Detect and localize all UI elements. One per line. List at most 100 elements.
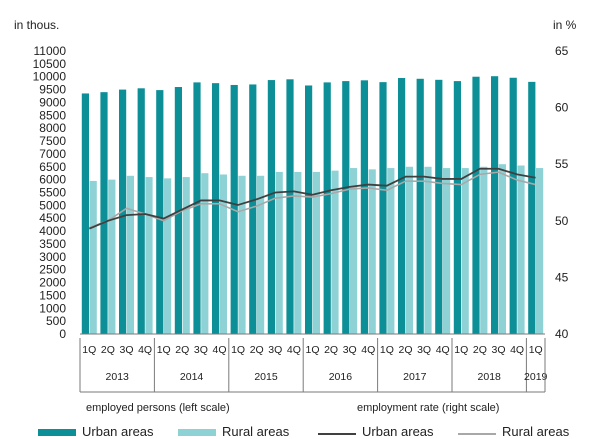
bar-urban	[267, 80, 275, 335]
bar-rural	[108, 179, 116, 334]
legend-label-urban-bar: Urban areas	[82, 424, 154, 439]
right-tick-label: 50	[555, 214, 569, 228]
left-tick-label: 9500	[39, 83, 66, 97]
left-axis-ticks: 0500100015002000250030003500400045005000…	[33, 44, 67, 341]
left-tick-label: 2000	[39, 276, 66, 290]
quarter-tick-label: 3Q	[119, 344, 133, 356]
bar-rural	[257, 175, 265, 334]
quarter-tick-label: 4Q	[138, 344, 152, 356]
bar-urban	[305, 85, 313, 334]
left-tick-label: 6500	[39, 160, 66, 174]
quarter-tick-label: 2Q	[473, 344, 487, 356]
bar-rural	[480, 166, 488, 334]
year-label: 2018	[478, 371, 502, 383]
bar-urban	[193, 82, 201, 335]
bar-urban	[286, 79, 294, 334]
bar-rural	[498, 164, 506, 334]
right-tick-label: 45	[555, 270, 569, 284]
bar-urban	[509, 77, 517, 335]
quarter-tick-label: 3Q	[491, 344, 505, 356]
quarter-tick-label: 4Q	[287, 344, 301, 356]
bar-rural	[331, 170, 339, 334]
quarter-tick-label: 1Q	[82, 344, 96, 356]
year-label: 2016	[329, 371, 353, 383]
quarter-tick-label: 3Q	[343, 344, 357, 356]
left-tick-label: 7500	[39, 134, 66, 148]
bar-urban	[137, 88, 145, 335]
bar-urban	[212, 83, 220, 334]
quarter-tick-label: 1Q	[231, 344, 245, 356]
quarter-tick-label: 4Q	[510, 344, 524, 356]
bar-urban	[472, 76, 480, 335]
legend-swatch-urban-bar	[38, 429, 76, 436]
bar-urban	[360, 80, 368, 334]
left-tick-label: 5000	[39, 198, 66, 212]
left-tick-label: 8000	[39, 121, 66, 135]
line-rural-rate	[89, 171, 536, 229]
quarter-tick-label: 1Q	[454, 344, 468, 356]
quarter-tick-label: 3Q	[417, 344, 431, 356]
bar-rural	[294, 171, 302, 334]
line-series	[88, 167, 536, 230]
quarter-tick-label: 3Q	[268, 344, 282, 356]
legend-swatch-rural-line	[458, 433, 496, 435]
bar-urban	[491, 76, 499, 334]
year-label: 2015	[254, 371, 278, 383]
bar-rural	[182, 177, 190, 334]
bar-urban	[416, 78, 424, 334]
right-tick-label: 55	[555, 157, 569, 171]
year-label: 2019	[524, 371, 548, 383]
bar-urban	[398, 78, 406, 334]
left-tick-label: 500	[46, 314, 66, 328]
right-axis-unit: in %	[553, 18, 577, 32]
bar-rural	[517, 165, 525, 334]
right-scale-caption: employment rate (right scale)	[357, 402, 500, 414]
quarter-tick-label: 1Q	[529, 344, 543, 356]
bar-urban	[249, 84, 257, 334]
left-tick-label: 8500	[39, 108, 66, 122]
legend: Urban areas Rural areas Urban areas Rura…	[0, 424, 592, 439]
left-tick-label: 0	[59, 327, 66, 341]
legend-label-urban-line: Urban areas	[362, 424, 434, 439]
left-tick-label: 9000	[39, 95, 66, 109]
quarter-tick-label: 2Q	[324, 344, 338, 356]
bar-rural	[350, 168, 358, 334]
bar-rural	[201, 173, 209, 334]
quarter-tick-label: 1Q	[305, 344, 319, 356]
bar-rural	[424, 166, 432, 334]
quarter-tick-label: 2Q	[175, 344, 189, 356]
quarter-tick-label: 2Q	[250, 344, 264, 356]
bar-rural	[536, 168, 544, 334]
bar-rural	[89, 180, 97, 334]
left-tick-label: 1000	[39, 301, 66, 315]
bar-rural	[219, 174, 227, 334]
bar-urban	[81, 93, 89, 334]
bar-rural	[145, 177, 153, 334]
left-axis-unit: in thous.	[14, 18, 60, 32]
left-tick-label: 4000	[39, 224, 66, 238]
bar-series	[81, 76, 544, 335]
employment-chart: 0500100015002000250030003500400045005000…	[33, 44, 569, 393]
bar-rural	[443, 168, 451, 334]
quarter-tick-label: 4Q	[361, 344, 375, 356]
bar-urban	[100, 92, 108, 334]
bar-rural	[387, 168, 395, 334]
legend-label-rural-bar: Rural areas	[222, 424, 290, 439]
bar-rural	[238, 175, 246, 334]
legend-swatch-rural-bar	[178, 429, 216, 436]
bar-rural	[405, 166, 413, 334]
bar-urban	[323, 82, 331, 335]
legend-label-rural-line: Rural areas	[502, 424, 570, 439]
right-tick-label: 65	[555, 44, 569, 58]
right-tick-label: 60	[555, 101, 569, 115]
quarter-tick-label: 3Q	[194, 344, 208, 356]
bar-rural	[368, 169, 376, 334]
bar-rural	[312, 171, 320, 334]
left-tick-label: 6000	[39, 173, 66, 187]
quarter-tick-label: 4Q	[212, 344, 226, 356]
left-tick-label: 1500	[39, 288, 66, 302]
year-label: 2014	[180, 371, 204, 383]
bar-rural	[164, 178, 172, 334]
year-label: 2017	[403, 371, 427, 383]
left-tick-label: 2500	[39, 263, 66, 277]
